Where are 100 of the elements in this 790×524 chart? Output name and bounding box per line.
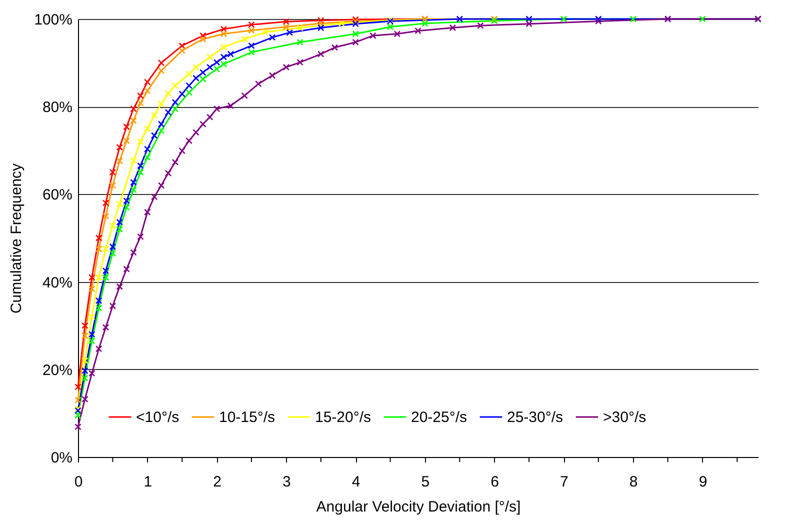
point: [74, 396, 82, 404]
point: [88, 274, 96, 281]
point: [123, 197, 130, 204]
point: [595, 16, 602, 22]
point: [206, 54, 214, 60]
point: [248, 48, 255, 56]
point: [186, 82, 192, 89]
point: [282, 18, 290, 26]
point: [74, 412, 82, 419]
point: [144, 78, 151, 86]
legend-label: 15-20°/s: [315, 409, 372, 426]
point: [699, 16, 706, 22]
point: [158, 182, 165, 189]
point: [200, 69, 206, 76]
point: [82, 396, 88, 403]
point: [144, 154, 151, 161]
x-axis-title: Angular Velocity Deviation [°/s]: [316, 498, 521, 516]
y-tick-label: 0%: [50, 450, 72, 466]
point: [137, 233, 144, 240]
x-tick-label: 1: [144, 474, 152, 490]
x-tick-label: 3: [282, 474, 291, 490]
point: [88, 313, 96, 320]
point: [109, 243, 116, 250]
point: [352, 30, 359, 38]
point: [116, 144, 124, 151]
point: [116, 200, 124, 208]
point: [150, 132, 158, 139]
x-tick-label: 2: [213, 474, 222, 490]
point: [317, 50, 324, 58]
point: [172, 158, 179, 166]
point: [241, 92, 248, 100]
point: [317, 16, 324, 24]
point: [88, 370, 96, 377]
point: [109, 168, 116, 176]
y-tick-label: 100%: [34, 12, 72, 28]
point: [102, 212, 110, 220]
point: [227, 50, 234, 58]
point: [370, 32, 376, 40]
point: [248, 21, 255, 28]
point: [268, 72, 276, 79]
point: [286, 29, 294, 36]
x-tick-label: 5: [421, 474, 430, 490]
point: [144, 146, 151, 152]
x-tick-label: 0: [74, 474, 83, 490]
point: [268, 34, 276, 41]
legend-label: 25-30°/s: [507, 409, 564, 426]
point: [82, 357, 88, 364]
point: [213, 105, 220, 112]
point: [200, 120, 206, 128]
point: [102, 246, 110, 252]
point: [331, 44, 338, 51]
point: [82, 367, 88, 374]
point: [95, 246, 102, 252]
point: [414, 27, 422, 34]
point: [158, 100, 165, 108]
point: [137, 168, 144, 176]
point: [192, 129, 200, 136]
point: [144, 125, 151, 132]
point: [449, 24, 456, 32]
point: [137, 138, 144, 146]
point: [206, 64, 214, 71]
point: [88, 285, 96, 292]
point: [88, 338, 96, 344]
point: [352, 38, 359, 46]
point: [248, 42, 255, 50]
legend-label: <10°/s: [136, 409, 180, 426]
x-tick-label: 9: [698, 474, 708, 490]
point: [560, 16, 568, 22]
point: [116, 283, 124, 290]
point: [95, 234, 102, 242]
point: [102, 324, 110, 331]
legend-label: 10-15°/s: [219, 409, 276, 426]
x-tick-label: 8: [629, 474, 638, 490]
point: [172, 105, 179, 112]
point: [164, 108, 172, 116]
point: [200, 36, 206, 43]
point: [227, 102, 234, 110]
point: [137, 100, 144, 106]
point: [178, 42, 186, 50]
point: [123, 123, 130, 130]
point: [116, 158, 124, 164]
point: [130, 105, 137, 112]
point: [109, 302, 116, 310]
point: [213, 66, 220, 72]
point: [150, 193, 158, 200]
point: [206, 114, 214, 120]
point: [74, 384, 82, 390]
point: [282, 64, 290, 71]
point: [220, 30, 228, 38]
point: [102, 200, 110, 206]
point: [82, 374, 88, 382]
legend-label: 20-25°/s: [411, 409, 468, 426]
point: [317, 20, 324, 27]
y-tick-label: 40%: [42, 274, 72, 292]
point: [123, 137, 130, 144]
point: [144, 87, 151, 94]
point: [130, 186, 137, 194]
point: [95, 297, 102, 304]
point: [352, 20, 359, 28]
point: [220, 60, 228, 68]
